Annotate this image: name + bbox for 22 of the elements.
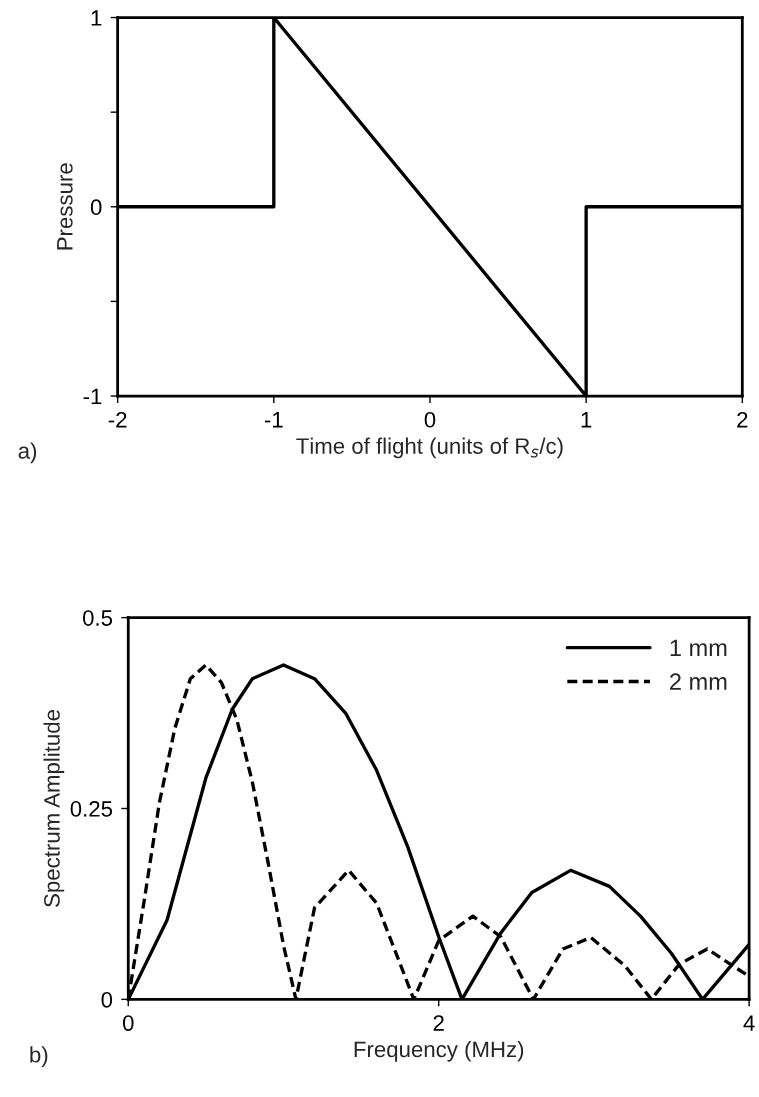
x-tick-label: 0 xyxy=(122,1015,134,1031)
legend-label: 2 mm xyxy=(670,673,727,690)
y-tick-label: 0 xyxy=(90,199,102,216)
y-tick-label: 0 xyxy=(101,991,113,1008)
y-axis-title: Pressure xyxy=(57,163,73,250)
x-tick-label: 2 xyxy=(433,1015,444,1031)
x-axis-title: Time of flight (units of R$_{s}$/c) xyxy=(296,437,563,459)
x-tick-label: 0 xyxy=(424,411,436,428)
x-tick-label: -1 xyxy=(264,412,283,428)
legend-label: 1 mm xyxy=(670,639,727,656)
x-tick-label: -2 xyxy=(108,411,127,428)
x-axis-title: Frequency (MHz) xyxy=(354,1040,524,1062)
y-tick-label: -1 xyxy=(83,388,102,405)
text: b) xyxy=(30,1046,48,1067)
y-tick-label: 0.5 xyxy=(82,610,113,626)
x-tick-label: 2 xyxy=(737,411,748,428)
y-tick-label: 0.25 xyxy=(70,801,113,817)
y-axis-title: Spectrum Amplitude xyxy=(43,710,65,907)
x-tick-label: 4 xyxy=(743,1015,755,1031)
text: a) xyxy=(18,442,37,464)
y-tick-label: 1 xyxy=(91,10,102,26)
x-tick-label: 1 xyxy=(581,412,592,428)
